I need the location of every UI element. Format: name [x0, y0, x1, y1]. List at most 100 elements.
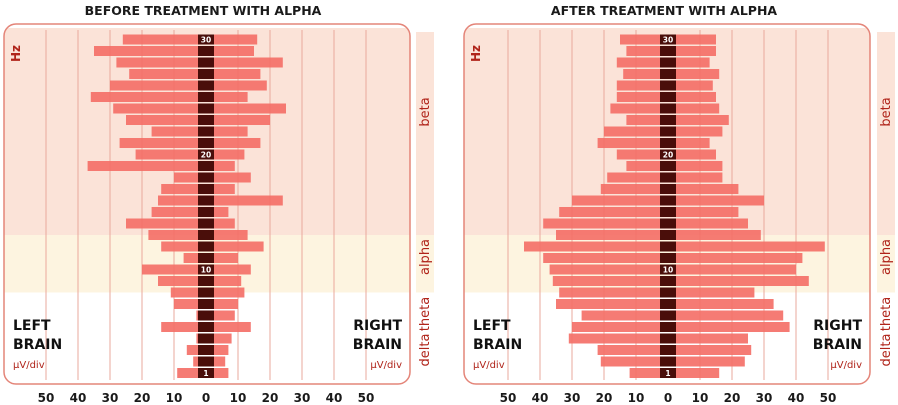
- band-label-delta: delta: [879, 334, 894, 367]
- frequency-cell: [660, 368, 676, 378]
- x-tick-label: 40: [788, 391, 805, 405]
- left-bar: [119, 138, 206, 148]
- frequency-cell: [198, 161, 214, 171]
- x-tick-label: 20: [134, 391, 151, 405]
- x-tick-label: 40: [326, 391, 343, 405]
- left-bar: [629, 368, 668, 378]
- left-bar: [524, 241, 668, 252]
- left-bar: [623, 69, 668, 79]
- frequency-cell: [198, 333, 214, 344]
- right-bar: [668, 149, 716, 160]
- right-brain-label-line2: BRAIN: [353, 337, 402, 353]
- after-chart-title: AFTER TREATMENT WITH ALPHA: [551, 3, 778, 18]
- x-tick-label: 20: [596, 391, 613, 405]
- frequency-label: 10: [201, 266, 211, 275]
- frequency-cell: [660, 322, 676, 332]
- frequency-cell: [660, 310, 676, 321]
- frequency-cell: [198, 253, 214, 263]
- frequency-cell: [198, 184, 214, 194]
- right-bar: [668, 230, 761, 240]
- left-bar: [626, 115, 668, 125]
- frequency-label: 30: [663, 36, 673, 45]
- left-bar: [113, 103, 206, 114]
- left-bar: [626, 161, 668, 171]
- frequency-cell: [198, 218, 214, 229]
- left-bar: [174, 299, 206, 309]
- frequency-cell: [198, 80, 214, 91]
- right-bar: [668, 115, 729, 125]
- x-tick-label: 10: [628, 391, 645, 405]
- x-tick-label: 30: [294, 391, 311, 405]
- right-bar: [206, 195, 283, 206]
- frequency-cell: [198, 149, 214, 160]
- frequency-label: 20: [201, 151, 211, 160]
- left-bar: [572, 322, 668, 332]
- right-bar: [668, 276, 809, 286]
- right-bar: [206, 310, 235, 321]
- frequency-label: 20: [663, 151, 673, 160]
- x-tick-label: 40: [70, 391, 87, 405]
- frequency-cell: [660, 161, 676, 171]
- frequency-cell: [198, 103, 214, 114]
- frequency-cell: [198, 345, 214, 355]
- right-bar: [206, 149, 245, 160]
- x-tick-label: 30: [756, 391, 773, 405]
- left-bar: [170, 287, 206, 298]
- right-bar: [206, 138, 261, 148]
- left-bar: [142, 264, 206, 275]
- x-tick-label: 10: [166, 391, 183, 405]
- right-unit-label: µV/div: [830, 360, 862, 371]
- right-bar: [206, 92, 248, 102]
- left-bar: [126, 115, 206, 125]
- left-bar: [616, 149, 668, 160]
- x-tick-label: 40: [532, 391, 549, 405]
- x-tick-label: 0: [202, 391, 210, 405]
- left-brain-label-line2: BRAIN: [13, 337, 62, 353]
- band-bg-delta: [4, 338, 410, 373]
- left-bar: [161, 241, 206, 252]
- left-bar: [556, 299, 668, 309]
- frequency-cell: [660, 57, 676, 68]
- right-bar: [668, 322, 790, 332]
- right-bar: [206, 161, 235, 171]
- x-tick-label: 30: [564, 391, 581, 405]
- band-strip-beta: [877, 32, 895, 235]
- frequency-cell: [198, 46, 214, 56]
- left-bar: [126, 218, 206, 229]
- left-bar: [161, 184, 206, 194]
- frequency-cell: [198, 276, 214, 286]
- right-bar: [668, 333, 748, 344]
- left-bar: [183, 253, 206, 263]
- right-bar: [668, 253, 803, 263]
- left-bar: [626, 46, 668, 56]
- left-bar: [559, 287, 668, 298]
- right-bar: [206, 69, 261, 79]
- band-strip-alpha: [877, 235, 895, 293]
- band-label-theta: theta: [418, 297, 433, 331]
- right-bar: [206, 333, 232, 344]
- left-bar: [616, 92, 668, 102]
- band-strip-beta: [416, 32, 434, 235]
- x-tick-label: 20: [724, 391, 741, 405]
- left-unit-label: µV/div: [473, 360, 505, 371]
- x-tick-label: 30: [102, 391, 119, 405]
- right-bar: [206, 207, 229, 217]
- right-brain-label-line2: BRAIN: [813, 337, 862, 353]
- left-bar: [158, 276, 206, 286]
- left-bar: [620, 34, 668, 45]
- left-brain-label-line2: BRAIN: [473, 337, 522, 353]
- right-bar: [206, 34, 258, 45]
- after-treatment-panel: AFTER TREATMENT WITH ALPHA 30 20 10 1 Hz LEFT…: [463, 3, 895, 405]
- right-bar: [668, 345, 752, 355]
- left-bar: [597, 138, 668, 148]
- right-bar: [206, 184, 235, 194]
- chart-frame: [3, 23, 411, 385]
- left-bar: [161, 322, 206, 332]
- right-bar: [668, 218, 748, 229]
- frequency-label: 1: [203, 369, 208, 378]
- frequency-cell: [660, 195, 676, 206]
- right-bar: [668, 195, 764, 206]
- frequency-label: 10: [663, 266, 673, 275]
- frequency-cell: [660, 207, 676, 217]
